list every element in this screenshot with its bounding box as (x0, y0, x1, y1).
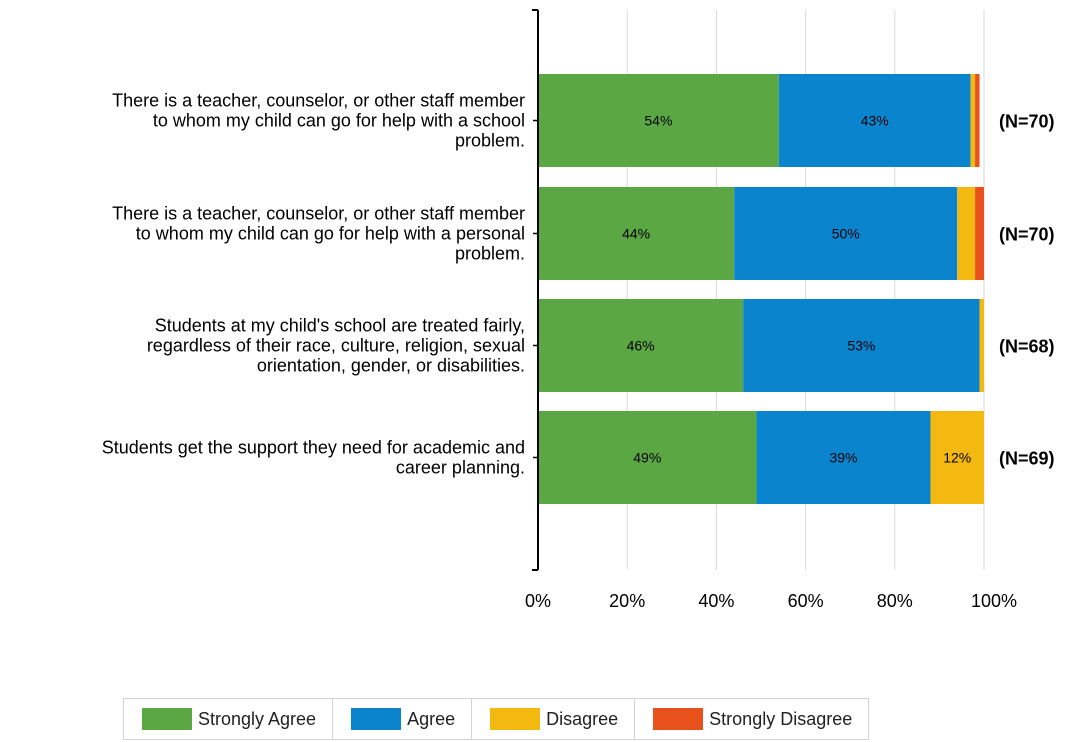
legend-label: Strongly Agree (198, 708, 317, 729)
category-label-line: There is a teacher, counselor, or other … (112, 204, 525, 224)
category-label: Students at my child's school are treate… (147, 316, 525, 376)
data-label: 12% (943, 450, 971, 466)
x-tick-label: 100% (971, 591, 1017, 611)
bar-segment (538, 74, 779, 167)
bar-segment (979, 299, 984, 392)
legend-item: Strongly Disagree (635, 699, 868, 739)
stacked-bar-chart: 54% 43% 44% 50% 46% 53% 49% 39% 12% There is a t… (102, 9, 1055, 611)
bar-segment (538, 411, 757, 504)
bar-segment (957, 187, 976, 280)
bar-segment (975, 74, 980, 167)
x-tick-label: 40% (698, 591, 734, 611)
bar-segment (538, 187, 735, 280)
data-label: 46% (627, 338, 655, 354)
data-label: 49% (633, 450, 661, 466)
legend-swatch (351, 708, 402, 730)
x-tick-label: 20% (609, 591, 645, 611)
category-label: There is a teacher, counselor, or other … (112, 91, 525, 151)
bar-segment (975, 187, 984, 280)
legend-item: Disagree (472, 699, 636, 739)
bar-segment (734, 187, 958, 280)
data-label: 50% (832, 226, 860, 242)
legend-label: Strongly Disagree (709, 708, 853, 729)
category-labels: There is a teacher, counselor, or other … (102, 91, 525, 478)
data-label: 53% (847, 338, 875, 354)
bar-segment (778, 74, 971, 167)
category-label-line: to whom my child can go for help with a … (136, 224, 525, 244)
category-label-line: regardless of their race, culture, relig… (147, 336, 525, 356)
x-tick-label: 60% (788, 591, 824, 611)
x-tick-label: 80% (877, 591, 913, 611)
n-labels: (N=70) (N=70) (N=68) (N=69) (999, 112, 1055, 469)
x-tick-labels: 0% 20% 40% 60% 80% 100% (525, 591, 1017, 611)
bars: 54% 43% 44% 50% 46% 53% 49% 39% 12% (538, 74, 984, 504)
legend: Strongly Agree Agree Disagree Strongly Disa… (123, 698, 870, 740)
bar-segment (756, 411, 931, 504)
category-label-line: career planning. (396, 458, 525, 478)
legend-swatch (490, 708, 541, 730)
legend-swatch (653, 708, 704, 730)
n-label: (N=70) (999, 225, 1055, 245)
category-label: Students get the support they need for a… (102, 438, 525, 478)
n-label: (N=70) (999, 112, 1055, 132)
category-label-line: Students at my child's school are treate… (155, 316, 525, 336)
data-label: 39% (829, 450, 857, 466)
bar-segment (970, 74, 976, 167)
legend-item: Agree (333, 699, 473, 739)
legend-item: Strongly Agree (124, 699, 334, 739)
bar-segment (538, 299, 744, 392)
category-label-line: to whom my child can go for help with a … (153, 111, 525, 131)
legend-label: Disagree (546, 708, 619, 729)
x-tick-label: 0% (525, 591, 551, 611)
data-label: 54% (644, 113, 672, 129)
n-label: (N=68) (999, 337, 1055, 357)
y-axis (532, 9, 539, 571)
category-label-line: Students get the support they need for a… (102, 438, 525, 458)
legend-label: Agree (407, 708, 456, 729)
category-label: There is a teacher, counselor, or other … (112, 204, 525, 264)
category-label-line: problem. (455, 244, 525, 264)
bar-segment (743, 299, 980, 392)
data-label: 44% (622, 226, 650, 242)
data-label: 43% (861, 113, 889, 129)
bar-segment (930, 411, 984, 504)
category-label-line: There is a teacher, counselor, or other … (112, 91, 525, 111)
n-label: (N=69) (999, 449, 1055, 469)
category-label-line: problem. (455, 131, 525, 151)
category-label-line: orientation, gender, or disabilities. (257, 356, 525, 376)
legend-swatch (142, 708, 192, 730)
